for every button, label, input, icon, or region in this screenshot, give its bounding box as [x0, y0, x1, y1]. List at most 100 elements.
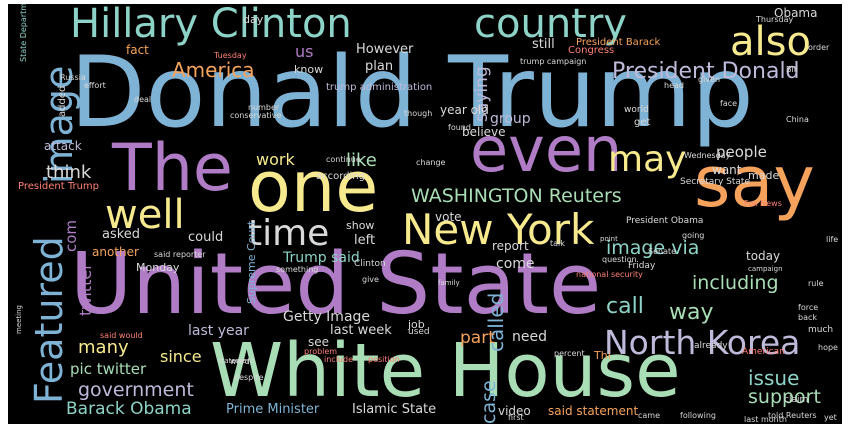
word-said-statement: said statement	[548, 404, 639, 418]
word-added: added	[57, 85, 68, 117]
word-friday: Friday	[628, 261, 656, 271]
word-something: something	[276, 265, 319, 274]
word-give: give	[362, 275, 379, 284]
word-congress: Congress	[568, 45, 615, 56]
word-prime-minister: Prime Minister	[226, 402, 320, 417]
word-head: head	[664, 81, 684, 90]
word-want: want	[712, 163, 742, 177]
word-came: came	[638, 411, 661, 420]
word-com: com	[62, 219, 80, 252]
word-another: another	[92, 245, 139, 259]
word-claim: claim	[784, 395, 809, 405]
word-thursday: Thursday	[756, 15, 794, 24]
word-last-month: last month	[744, 415, 787, 424]
word-life: life	[826, 235, 839, 244]
word-campaign: campaign	[748, 265, 783, 273]
word-day: day	[243, 13, 264, 26]
word-senate: Senate	[648, 247, 677, 256]
word-president-donald: President Donald	[612, 59, 800, 84]
word-despite: despite	[234, 373, 264, 382]
word-family: family	[438, 279, 460, 287]
word-monday: Monday	[136, 261, 180, 274]
word-country: country	[474, 4, 627, 47]
word-conservative: conservative	[230, 111, 282, 120]
word-call: call	[606, 294, 644, 319]
word-year-old: year old	[440, 103, 489, 117]
word-trump-said: Trump said	[283, 250, 360, 266]
word-may: may	[608, 139, 687, 180]
word-problem: problem	[304, 347, 338, 356]
word-come: come	[496, 256, 535, 272]
word-obama: Obama	[774, 6, 818, 20]
word-statement: statement	[218, 357, 255, 365]
word-back: back	[798, 313, 818, 322]
word-last-year: last year	[188, 323, 249, 339]
word-getty-image: Getty Image	[283, 309, 371, 325]
word-trump-campaign: trump campaign	[520, 57, 587, 66]
word-talk: talk	[550, 239, 565, 248]
word-the: The	[112, 131, 233, 206]
word-time: time	[248, 213, 330, 254]
word-work: work	[256, 150, 295, 169]
word-thi: Thi	[594, 349, 611, 362]
word-support: support	[748, 386, 821, 408]
word-force: force	[798, 303, 819, 312]
word-washington-reuters: WASHINGTON Reuters	[411, 185, 622, 207]
word-united-state: United State	[70, 235, 602, 334]
word-made: made	[748, 169, 780, 182]
word-today: today	[746, 249, 781, 263]
word-according: according	[316, 171, 365, 182]
word-given: given	[698, 75, 721, 84]
word-say: say	[694, 141, 815, 223]
word-world: world	[624, 105, 649, 115]
word-state-department: State Department	[19, 4, 28, 62]
word-job: job	[408, 318, 425, 331]
word-also: also	[730, 19, 811, 65]
word-wednesday: Wednesday	[684, 151, 731, 160]
word-much: much	[808, 325, 834, 335]
word-people: people	[716, 143, 767, 161]
word-way: way	[669, 300, 714, 325]
word-rule: rule	[808, 279, 824, 288]
word-islamic-state: Islamic State	[352, 402, 437, 417]
word-donald-trump: Donald Trump	[70, 36, 754, 150]
word-believe: believe	[462, 125, 506, 139]
word-america: America	[172, 58, 255, 82]
word-face: face	[720, 99, 738, 108]
word-part: part	[460, 328, 495, 348]
word-cloud: Donald Trump United State White House say on…	[8, 4, 842, 424]
word-supreme-court: Supreme Court	[245, 220, 258, 304]
word-told-reuters: told Reuters	[768, 411, 817, 420]
word-barack-obama: Barack Obama	[66, 399, 192, 419]
word-said-would: said would	[100, 331, 143, 340]
word-russia: Russia	[60, 73, 86, 82]
word-image-via: image via	[606, 237, 700, 259]
word-issue: issue	[748, 366, 800, 390]
word-case: case	[478, 380, 500, 424]
word-could: could	[188, 230, 224, 245]
word-need: need	[512, 329, 547, 345]
word-national-security: national security	[576, 270, 643, 279]
word-found: found	[448, 123, 471, 132]
word-featured: Featured	[27, 236, 71, 404]
word-already: already	[694, 341, 728, 351]
word-tuesday: Tuesday	[214, 51, 247, 60]
word-number: number	[248, 103, 280, 112]
word-trump-administration: trump administration	[326, 82, 433, 93]
word-pic-twitter: pic twitter	[70, 360, 147, 378]
word-going: going	[682, 231, 705, 240]
word-new-york: New York	[402, 205, 595, 254]
word-group: group	[490, 111, 531, 127]
word-question: question	[602, 255, 637, 264]
word-president-obama: President Obama	[626, 216, 704, 226]
word-president-trump: President Trump	[18, 181, 100, 192]
word-north-korea: North Korea	[604, 323, 801, 362]
word-continue: continue	[326, 155, 361, 164]
word-deal: deal	[134, 95, 152, 104]
word-attack: attack	[44, 139, 82, 153]
word-think: think	[46, 162, 92, 183]
word-last-week: last week	[330, 323, 392, 338]
word-get: get	[634, 117, 651, 128]
word-see: see	[308, 335, 330, 349]
word-hope: hope	[818, 343, 838, 352]
